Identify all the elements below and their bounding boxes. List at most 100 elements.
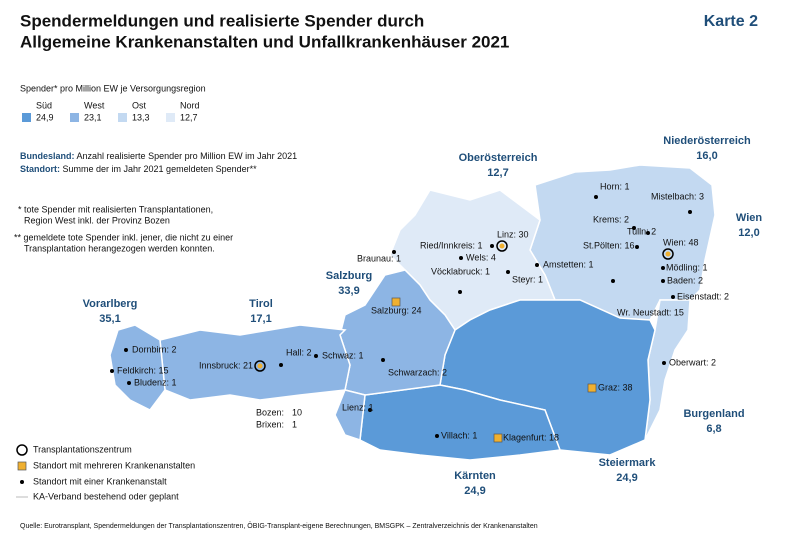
source: Quelle: Eurotransplant, Spendermeldungen… (20, 522, 538, 530)
site-dot (632, 226, 636, 230)
location-label: Hall: 2 (286, 347, 312, 357)
note-label: Standort: (20, 164, 60, 174)
region-salzburg (339, 269, 456, 396)
site-dot (110, 369, 114, 373)
state-value: 35,1 (99, 313, 120, 325)
site-dot (279, 363, 283, 367)
location-label: Schwarzach: 2 (388, 367, 447, 377)
note-text: Anzahl realisierte Spender pro Million E… (77, 151, 298, 161)
site-dot (661, 266, 665, 270)
multi-site (391, 297, 401, 307)
site-dot (127, 381, 131, 385)
location-label: Linz: 30 (497, 229, 529, 239)
location-label: Wels: 4 (466, 252, 496, 262)
state-value: 12,0 (738, 227, 759, 239)
site-dot (688, 210, 692, 214)
map (109, 164, 716, 461)
site-dot (459, 256, 463, 260)
legend-swatch (70, 113, 79, 122)
location-label: Ried/Innkreis: 1 (420, 240, 483, 250)
site-dot (646, 231, 650, 235)
location-label: Klagenfurt: 18 (503, 432, 559, 442)
legend-value: 24,9 (36, 112, 54, 122)
site-dot (392, 250, 396, 254)
legend-swatch (118, 113, 127, 122)
legend-swatch (22, 113, 31, 122)
legend-name: West (84, 100, 105, 110)
site-dot (368, 408, 372, 412)
site-dot (506, 270, 510, 274)
note: Standort: Summe der im Jahr 2021 gemelde… (20, 164, 257, 174)
location-label: Lienz: 1 (342, 402, 374, 412)
region-osttirol (334, 389, 366, 442)
state-value: 24,9 (464, 485, 485, 497)
legend-text: Standort mit einer Krankenanstalt (33, 476, 167, 486)
center-dot (257, 363, 263, 369)
note-label: Bundesland: (20, 151, 75, 161)
site-dot (535, 263, 539, 267)
state-name: Vorarlberg (83, 298, 138, 310)
location-label: Amstetten: 1 (543, 259, 594, 269)
site-dot (314, 354, 318, 358)
footnote: ** gemeldete tote Spender inkl. jener, d… (14, 232, 233, 242)
state-value: 24,9 (616, 472, 637, 484)
legend-value: 13,3 (132, 112, 150, 122)
footnote: * tote Spender mit realisierten Transpla… (18, 204, 213, 214)
legend-value: 12,7 (180, 112, 198, 122)
center-dot (665, 251, 671, 257)
location-label: Schwaz: 1 (322, 350, 364, 360)
transplant-center (254, 360, 266, 372)
site-dot (611, 279, 615, 283)
state-name: Kärnten (454, 470, 496, 482)
site-dot (671, 295, 675, 299)
badge: Karte 2 (704, 13, 758, 30)
legend-text: Standort mit mehreren Krankenanstalten (33, 460, 195, 470)
note: Bundesland: Anzahl realisierte Spender p… (20, 151, 297, 161)
region-tirol (159, 324, 351, 401)
center-symbol (16, 444, 28, 456)
bozen-label: Brixen: (256, 419, 284, 429)
footnote: Region West inkl. der Provinz Bozen (24, 215, 170, 225)
bozen-label: Bozen: (256, 407, 284, 417)
title: Allgemeine Krankenanstalten und Unfallkr… (20, 32, 509, 51)
site-dot (458, 290, 462, 294)
state-value: 12,7 (487, 167, 508, 179)
site-dot (124, 348, 128, 352)
bozen-value: 10 (292, 407, 302, 417)
legend-text: Transplantationszentrum (33, 444, 132, 454)
site-dot (381, 358, 385, 362)
state-value: 17,1 (250, 313, 271, 325)
state-name: Salzburg (326, 270, 372, 282)
location-label: Bludenz: 1 (134, 377, 177, 387)
transplant-center (496, 240, 508, 252)
location-label: Feldkirch: 15 (117, 365, 169, 375)
state-value: 33,9 (338, 285, 359, 297)
state-value: 16,0 (696, 150, 717, 162)
site-dot (661, 279, 665, 283)
site-dot (635, 245, 639, 249)
state-value: 6,8 (706, 423, 721, 435)
state-name: Steiermark (599, 457, 657, 469)
note-text: Summe der im Jahr 2021 gemeldeten Spende… (63, 164, 258, 174)
bozen-value: 1 (292, 419, 297, 429)
transplant-center (662, 248, 674, 260)
site-dot (435, 434, 439, 438)
location-label: Graz: 38 (598, 382, 633, 392)
location-label: Tulln: 2 (627, 226, 656, 236)
site-dot (662, 361, 666, 365)
location-label: Villach: 1 (441, 430, 477, 440)
title: Spendermeldungen und realisierte Spender… (20, 11, 424, 30)
location-label: Innsbruck: 21 (199, 360, 253, 370)
location-label: Wr. Neustadt: 15 (617, 307, 684, 317)
location-label: Vöcklabruck: 1 (431, 266, 490, 276)
location-label: Dornbirn: 2 (132, 344, 177, 354)
legend-name: Ost (132, 100, 147, 110)
legend-name: Nord (180, 100, 200, 110)
legend-text: KA-Verband bestehend oder geplant (33, 491, 179, 501)
location-label: St.Pölten: 16 (583, 240, 635, 250)
center-dot (499, 243, 505, 249)
state-name: Burgenland (683, 408, 744, 420)
legend-caption: Spender* pro Million EW je Versorgungsre… (20, 83, 206, 93)
state-name: Tirol (249, 298, 273, 310)
